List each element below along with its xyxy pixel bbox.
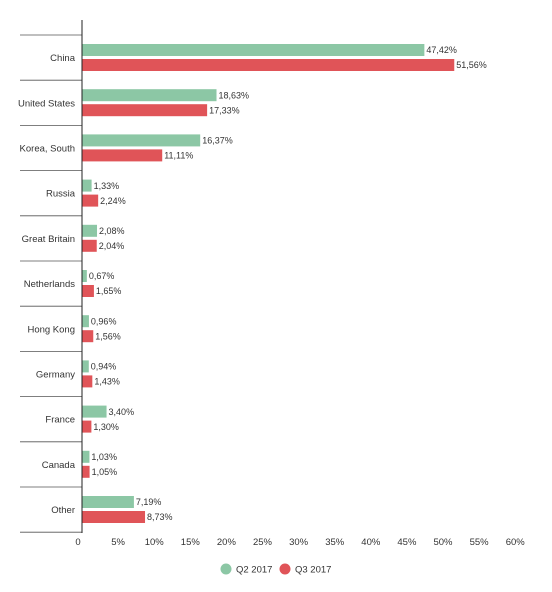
data-label: 1,56% — [95, 331, 121, 341]
data-label: 2,04% — [99, 241, 125, 251]
category-label: Netherlands — [24, 279, 75, 290]
category-label: Korea, South — [20, 144, 75, 155]
x-tick-label: 0 — [75, 537, 80, 548]
x-tick-label: 55% — [470, 537, 490, 548]
bar-q2 — [82, 44, 425, 56]
data-label: 3,40% — [109, 407, 135, 417]
bar-q2 — [82, 224, 98, 237]
legend-q2-marker — [220, 563, 232, 575]
category-label: China — [50, 53, 76, 64]
bar-q2 — [82, 179, 92, 192]
bar-q3 — [82, 330, 94, 343]
bar-q3 — [82, 239, 97, 252]
bar-q2 — [82, 405, 107, 418]
bar-q3 — [82, 465, 90, 478]
bar-q2 — [82, 315, 89, 328]
x-tick-label: 30% — [289, 537, 309, 548]
bar-q2 — [82, 270, 87, 282]
data-label: 0,94% — [91, 362, 117, 372]
legend-q3-marker — [279, 563, 291, 575]
data-label: 1,30% — [93, 422, 119, 432]
x-tick-label: 20% — [217, 537, 237, 548]
bar-q3 — [82, 104, 208, 117]
legend-q2-label: Q2 2017 — [236, 565, 272, 576]
category-label: Other — [51, 505, 75, 516]
legend-q3-label: Q3 2017 — [295, 565, 331, 576]
x-tick-label: 50% — [433, 537, 453, 548]
legend: Q2 2017 Q3 2017 — [220, 563, 331, 576]
category-label: Germany — [36, 370, 75, 381]
data-label: 51,56% — [456, 60, 487, 70]
data-label: 18,63% — [219, 90, 250, 100]
data-label: 2,24% — [100, 196, 126, 206]
data-label: 2,08% — [99, 226, 125, 236]
bar-q3 — [82, 375, 93, 388]
x-tick-label: 60% — [506, 537, 526, 548]
category-label: Hong Kong — [27, 324, 75, 335]
x-tick-label: 10% — [145, 537, 165, 548]
category-label: Great Britain — [22, 234, 75, 245]
data-label: 1,43% — [94, 377, 120, 387]
data-label: 7,19% — [136, 497, 162, 507]
data-label: 16,37% — [202, 136, 233, 146]
value-labels: 47,42% 51,56% 18,63% 17,33% 16,37% 11,11% 1,33… — [89, 45, 487, 522]
x-tick-label: 15% — [181, 537, 201, 548]
bar-q3 — [82, 285, 94, 297]
data-label: 8,73% — [147, 512, 173, 522]
data-label: 47,42% — [426, 45, 457, 55]
data-label: 0,67% — [89, 271, 115, 281]
x-tick-label: 5% — [111, 537, 125, 548]
bar-q3 — [82, 420, 92, 433]
category-label: France — [45, 415, 75, 426]
bar-q3 — [82, 511, 146, 523]
bars — [82, 44, 455, 523]
category-separators — [20, 34, 82, 533]
x-axis-ticks: 0 5% 10% 15% 20% 25% 30% 35% 40% 45% 50% 55% 60% — [75, 537, 525, 548]
x-tick-label: 45% — [397, 537, 417, 548]
data-label: 1,33% — [94, 181, 120, 191]
bar-q3 — [82, 59, 455, 71]
data-label: 1,03% — [91, 452, 117, 462]
bar-q2 — [82, 360, 89, 373]
bar-q2 — [82, 134, 201, 147]
x-tick-label: 25% — [253, 537, 273, 548]
bar-q3 — [82, 149, 163, 162]
data-label: 1,05% — [92, 467, 118, 477]
x-tick-label: 35% — [325, 537, 345, 548]
bar-q2 — [82, 89, 217, 102]
data-label: 0,96% — [91, 316, 117, 326]
x-tick-label: 40% — [361, 537, 381, 548]
data-label: 11,11% — [164, 151, 193, 161]
category-label: United States — [18, 98, 75, 109]
data-label: 17,33% — [209, 105, 240, 115]
category-label: Canada — [42, 460, 76, 471]
category-label: Russia — [46, 189, 76, 200]
data-label: 1,65% — [96, 286, 122, 296]
bar-q2 — [82, 450, 90, 463]
bar-q3 — [82, 194, 99, 207]
category-labels: China United States Korea, South Russia Grea… — [18, 53, 76, 516]
bar-q2 — [82, 496, 134, 508]
